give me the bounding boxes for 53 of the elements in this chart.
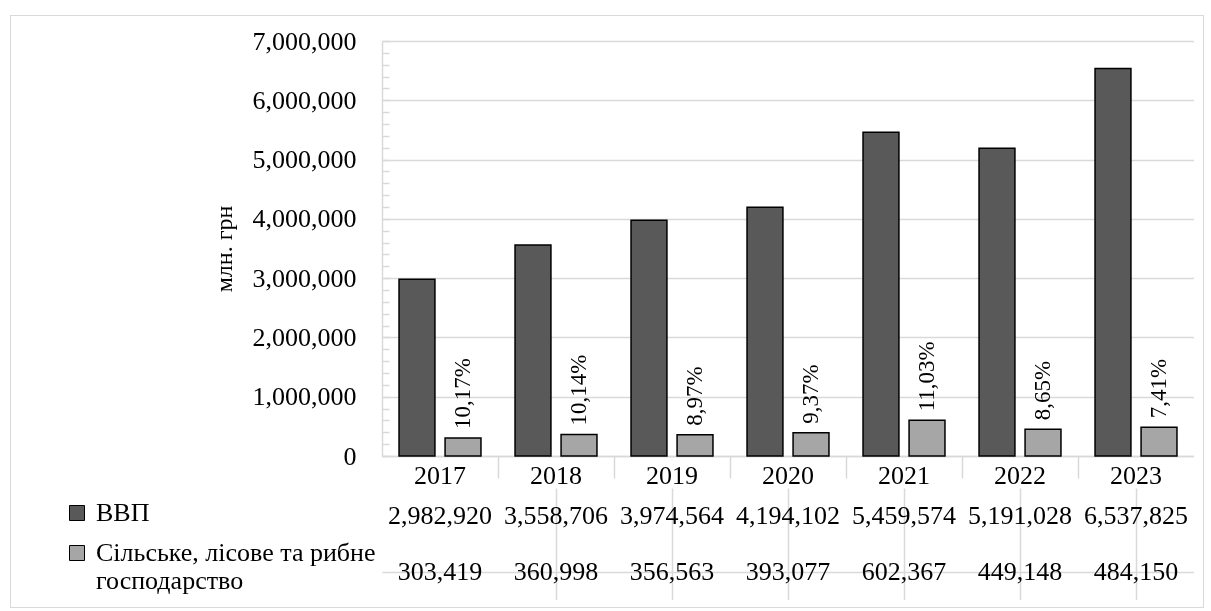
- bar: [1140, 426, 1178, 457]
- bar: [1024, 428, 1062, 457]
- annotation: 11,03%: [914, 341, 940, 412]
- data-label: 303,419: [397, 557, 483, 586]
- annotation: 9,37%: [798, 364, 824, 424]
- y-tick-label: 2,000,000: [252, 322, 357, 352]
- x-tick-label: 2022: [994, 460, 1046, 490]
- data-label: 5,191,028: [968, 501, 1072, 530]
- annotation: 10,14%: [566, 354, 592, 426]
- x-tick-label: 2019: [646, 460, 698, 490]
- x-tick-label: 2021: [878, 460, 930, 490]
- y-axis-title: млн. грн: [210, 205, 237, 293]
- y-tick-label: 6,000,000: [252, 85, 357, 115]
- data-label: 360,998: [513, 557, 599, 586]
- data-label: 484,150: [1093, 557, 1179, 586]
- bar: [514, 244, 552, 457]
- bar: [444, 437, 482, 457]
- bar: [560, 433, 598, 457]
- bar: [1094, 67, 1132, 457]
- data-label: 6,537,825: [1084, 501, 1188, 530]
- data-label: 4,194,102: [736, 501, 840, 530]
- x-tick-label: 2020: [762, 460, 814, 490]
- bar: [398, 278, 436, 457]
- y-tick-label: 1,000,000: [252, 382, 357, 412]
- annotation: 7,41%: [1146, 358, 1172, 419]
- data-label: 393,077: [745, 557, 831, 586]
- data-label: 449,148: [977, 557, 1063, 586]
- annotation: 10,17%: [450, 358, 476, 430]
- bar: [630, 219, 668, 457]
- bar: [676, 434, 714, 457]
- data-label: 2,982,920: [388, 501, 492, 530]
- bar: [792, 431, 830, 457]
- data-label: 602,367: [861, 557, 947, 586]
- annotation: 8,65%: [1030, 360, 1056, 421]
- legend-label: ВВП: [96, 498, 150, 527]
- legend-label: Сільське, лісове та рибне господарство: [96, 538, 376, 595]
- y-tick-label: 0: [343, 441, 357, 471]
- bar: [978, 147, 1016, 457]
- bar: [908, 419, 946, 457]
- y-tick-label: 3,000,000: [252, 263, 357, 293]
- y-tick-label: 4,000,000: [252, 204, 357, 234]
- y-tick-label: 5,000,000: [252, 145, 357, 175]
- y-tick-label: 7,000,000: [252, 26, 357, 56]
- x-tick-label: 2017: [414, 460, 466, 490]
- data-label: 356,563: [629, 557, 715, 586]
- data-label: 5,459,574: [852, 501, 956, 530]
- x-tick-label: 2018: [530, 460, 582, 490]
- data-label: 3,974,564: [620, 501, 724, 530]
- x-tick-label: 2023: [1110, 460, 1162, 490]
- data-label: 3,558,706: [504, 501, 608, 530]
- bar: [862, 131, 900, 457]
- bar: [746, 206, 784, 457]
- annotation: 8,97%: [682, 366, 708, 426]
